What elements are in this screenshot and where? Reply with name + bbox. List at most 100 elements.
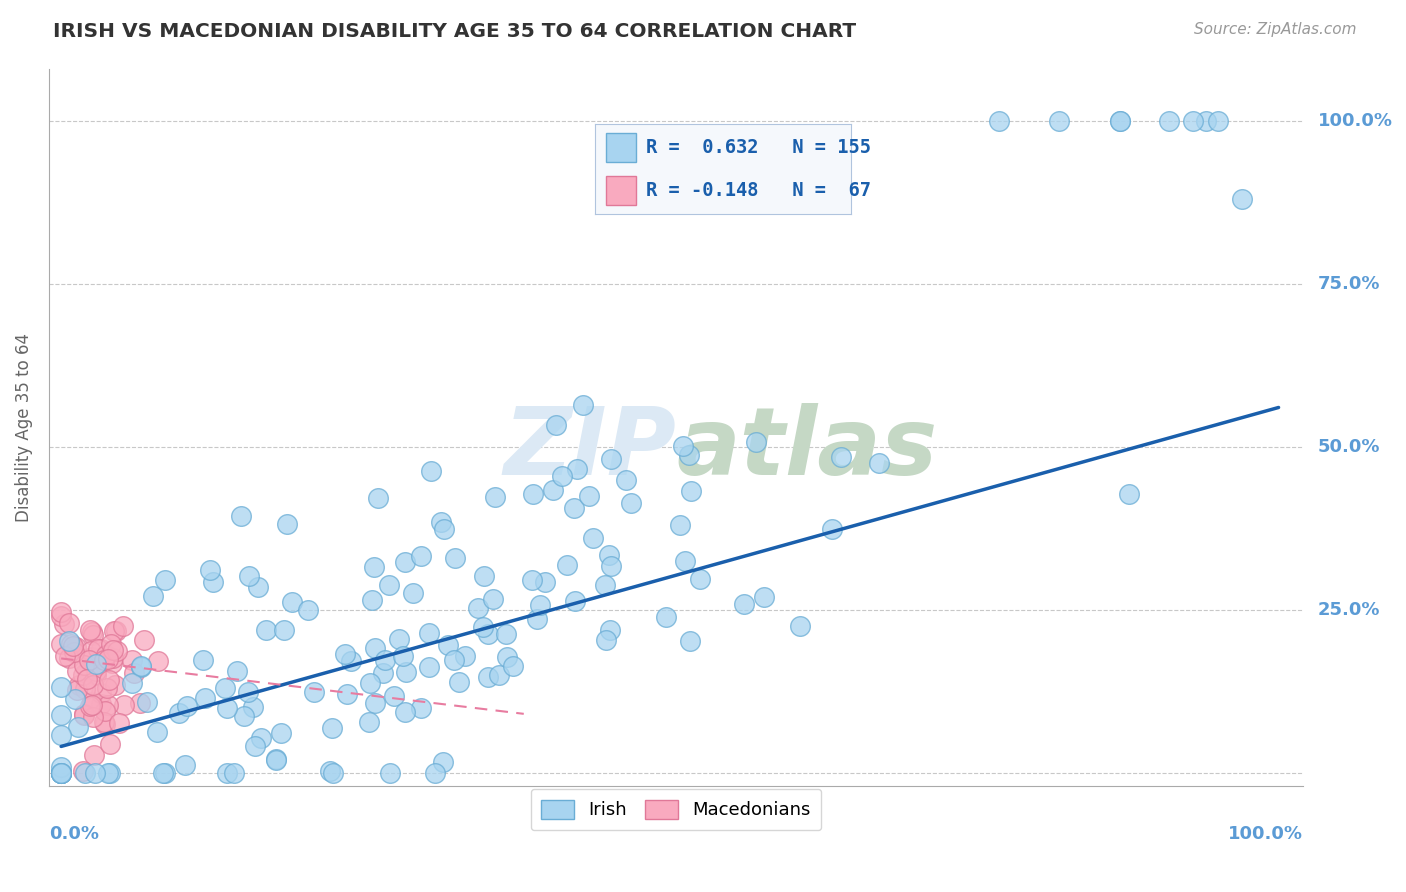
Point <box>1182 113 1205 128</box>
Point <box>73 707 96 722</box>
Point <box>226 664 249 678</box>
Point <box>522 487 544 501</box>
Point <box>132 633 155 648</box>
Point <box>93 652 115 666</box>
Point <box>108 716 131 731</box>
Point <box>264 753 287 767</box>
Point <box>418 626 440 640</box>
Point <box>409 549 432 563</box>
Point <box>482 592 505 607</box>
Point <box>319 764 342 778</box>
Point <box>52 617 75 632</box>
Text: 0.0%: 0.0% <box>49 825 98 843</box>
Point <box>193 652 215 666</box>
Point <box>582 532 605 546</box>
Point <box>222 765 245 780</box>
Point <box>84 668 107 682</box>
Point <box>98 765 121 780</box>
Point <box>79 698 101 713</box>
Point <box>82 678 104 692</box>
Point <box>620 496 643 510</box>
Point <box>83 658 105 673</box>
Point <box>600 558 623 573</box>
Point <box>564 500 586 515</box>
Point <box>93 705 115 719</box>
Point <box>614 473 637 487</box>
Point <box>103 678 125 692</box>
Point <box>84 657 107 672</box>
Point <box>72 764 94 778</box>
Point <box>83 765 105 780</box>
Text: 50.0%: 50.0% <box>1317 438 1381 456</box>
Point <box>153 765 176 780</box>
Point <box>443 653 465 667</box>
Point <box>79 623 101 637</box>
Point <box>595 633 617 648</box>
Point <box>145 724 167 739</box>
Text: atlas: atlas <box>676 402 938 494</box>
Point <box>62 639 84 653</box>
Point <box>477 670 499 684</box>
Text: 25.0%: 25.0% <box>1317 600 1381 618</box>
Point <box>96 681 118 696</box>
Point <box>73 657 96 672</box>
Point <box>231 508 253 523</box>
Point <box>534 575 557 590</box>
Point <box>105 643 128 657</box>
Point <box>49 765 72 780</box>
Point <box>167 706 190 721</box>
Point <box>215 765 238 780</box>
Point <box>391 649 413 664</box>
Point <box>363 560 385 574</box>
Point <box>443 550 465 565</box>
Bar <box>606 133 637 161</box>
Point <box>502 659 524 673</box>
Point <box>1230 192 1253 206</box>
Point <box>321 721 343 735</box>
Point <box>49 605 72 619</box>
Point <box>66 665 89 679</box>
Point <box>82 710 104 724</box>
Point <box>49 765 72 780</box>
Text: ZIP: ZIP <box>503 402 676 494</box>
Point <box>567 461 589 475</box>
Point <box>250 731 273 745</box>
Point <box>371 665 394 680</box>
Text: R = -0.148   N =  67: R = -0.148 N = 67 <box>647 181 872 200</box>
Point <box>655 610 678 624</box>
Point <box>65 692 87 706</box>
Point <box>436 639 458 653</box>
Point <box>77 653 100 667</box>
Point <box>80 650 103 665</box>
Point <box>672 439 695 453</box>
Point <box>49 637 72 651</box>
Point <box>201 574 224 589</box>
Point <box>129 658 152 673</box>
Point <box>541 483 564 497</box>
Y-axis label: Disability Age 35 to 64: Disability Age 35 to 64 <box>15 333 32 522</box>
Point <box>82 625 104 640</box>
Point <box>72 668 94 682</box>
Point <box>340 655 363 669</box>
Point <box>423 765 446 780</box>
Point <box>733 597 755 611</box>
Point <box>96 652 118 666</box>
Text: Source: ZipAtlas.com: Source: ZipAtlas.com <box>1194 22 1357 37</box>
Point <box>496 650 519 665</box>
Point <box>93 714 115 729</box>
Point <box>76 664 98 678</box>
Point <box>90 642 112 657</box>
Point <box>378 765 401 780</box>
Point <box>495 627 517 641</box>
Point <box>103 624 125 639</box>
Point <box>245 739 267 753</box>
Point <box>488 667 510 681</box>
Point <box>80 644 103 658</box>
Point <box>49 765 72 780</box>
Point <box>689 572 711 586</box>
Point <box>529 599 551 613</box>
Point <box>49 680 72 694</box>
Point <box>1109 113 1132 128</box>
Point <box>364 641 387 656</box>
Point <box>49 765 72 780</box>
